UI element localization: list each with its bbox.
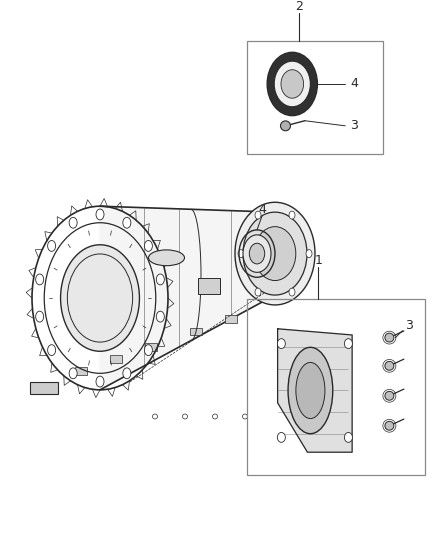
Ellipse shape [281, 70, 304, 98]
Ellipse shape [385, 333, 394, 342]
Ellipse shape [385, 421, 394, 430]
Ellipse shape [344, 338, 353, 349]
Ellipse shape [267, 52, 318, 116]
Polygon shape [100, 206, 275, 390]
Ellipse shape [235, 202, 315, 305]
Ellipse shape [48, 345, 56, 356]
Ellipse shape [306, 249, 312, 257]
Ellipse shape [238, 249, 244, 257]
Ellipse shape [156, 311, 164, 322]
Ellipse shape [212, 414, 218, 419]
Bar [190, 328, 202, 335]
Ellipse shape [280, 121, 290, 131]
Ellipse shape [48, 240, 56, 252]
Ellipse shape [274, 61, 311, 107]
Text: 1: 1 [314, 254, 322, 267]
Ellipse shape [289, 288, 295, 296]
Ellipse shape [277, 432, 285, 442]
Ellipse shape [35, 311, 44, 322]
Ellipse shape [254, 227, 296, 280]
Bar [110, 355, 122, 363]
Text: 2: 2 [295, 0, 303, 13]
Text: 3: 3 [406, 319, 413, 332]
Ellipse shape [255, 211, 261, 219]
Ellipse shape [123, 217, 131, 228]
Bar [75, 367, 87, 375]
Ellipse shape [123, 368, 131, 379]
Ellipse shape [344, 432, 353, 442]
Ellipse shape [145, 345, 152, 356]
Bar [247, 41, 383, 154]
Bar [225, 316, 237, 324]
Ellipse shape [96, 209, 104, 220]
Ellipse shape [152, 414, 158, 419]
Ellipse shape [69, 217, 77, 228]
Ellipse shape [35, 274, 44, 285]
Bar [198, 278, 219, 294]
Ellipse shape [385, 361, 394, 370]
Ellipse shape [289, 211, 295, 219]
Ellipse shape [69, 368, 77, 379]
Ellipse shape [148, 250, 184, 265]
Ellipse shape [296, 362, 325, 418]
Text: 4: 4 [258, 203, 266, 216]
Ellipse shape [243, 212, 307, 295]
Ellipse shape [156, 274, 164, 285]
Ellipse shape [249, 243, 265, 264]
Ellipse shape [288, 348, 333, 434]
Ellipse shape [145, 240, 152, 252]
Ellipse shape [277, 338, 285, 349]
Ellipse shape [183, 414, 187, 419]
Ellipse shape [60, 245, 139, 351]
Ellipse shape [255, 288, 261, 296]
Text: 3: 3 [350, 119, 358, 132]
Ellipse shape [243, 235, 271, 272]
Ellipse shape [96, 376, 104, 387]
Ellipse shape [243, 414, 247, 419]
Bar [30, 382, 58, 394]
Polygon shape [278, 329, 352, 452]
Text: 4: 4 [350, 77, 358, 91]
Bar [247, 299, 425, 475]
Ellipse shape [385, 391, 394, 400]
Bar [145, 343, 157, 351]
